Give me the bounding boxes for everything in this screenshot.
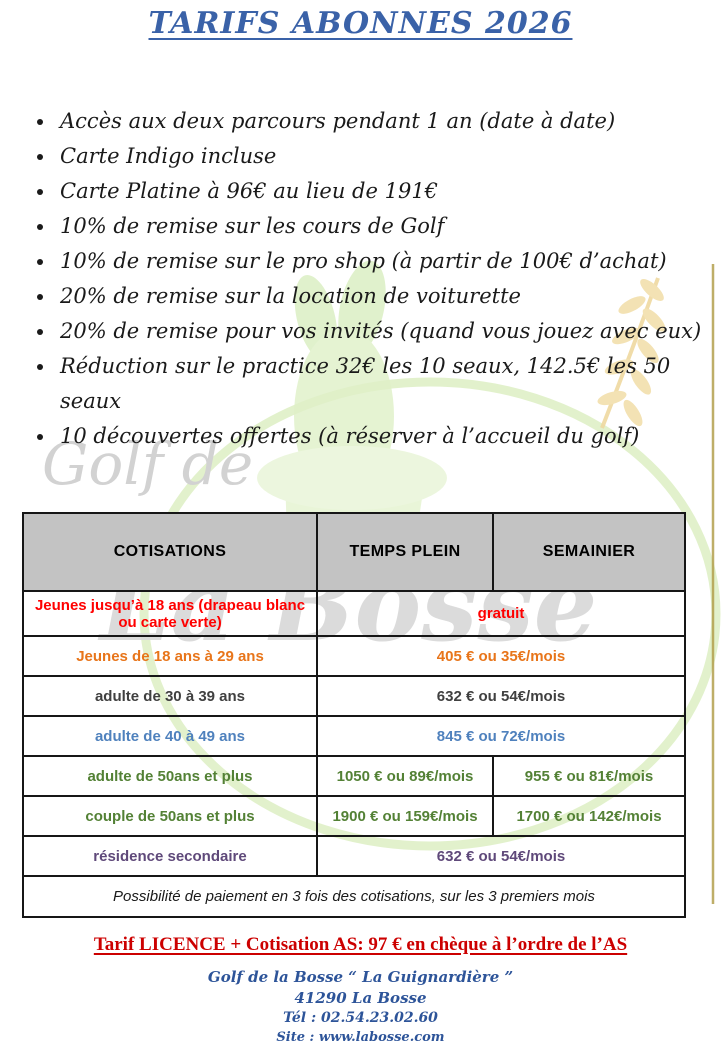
- row-label: couple de 50ans et plus: [22, 795, 318, 837]
- table-row: résidence secondaire 632 € ou 54€/mois: [22, 835, 686, 877]
- row-label: Jeunes de 18 ans à 29 ans: [22, 635, 318, 677]
- document-page: TARIFS ABONNES 2026 Accès aux deux parco…: [0, 6, 721, 1045]
- row-value: 405 € ou 35€/mois: [316, 635, 686, 677]
- page-title: TARIFS ABONNES 2026: [148, 6, 573, 41]
- contact-name: Golf de la Bosse “ La Guignardière ”: [207, 968, 514, 986]
- row-value: 632 € ou 54€/mois: [316, 675, 686, 717]
- row-label: Jeunes jusqu’à 18 ans (drapeau blanc ou …: [22, 590, 318, 637]
- row-value-temps-plein: 1050 € ou 89€/mois: [316, 755, 494, 797]
- table-row: adulte de 50ans et plus 1050 € ou 89€/mo…: [22, 755, 686, 797]
- license-line: Tarif LICENCE + Cotisation AS: 97 € en c…: [93, 934, 628, 955]
- pricing-table: COTISATIONS TEMPS PLEIN SEMAINIER Jeunes…: [22, 512, 686, 918]
- row-label: résidence secondaire: [22, 835, 318, 877]
- row-value-semainier: 1700 € ou 142€/mois: [492, 795, 686, 837]
- table-row: Jeunes jusqu’à 18 ans (drapeau blanc ou …: [22, 590, 686, 637]
- column-header-cotisations: COTISATIONS: [22, 512, 318, 592]
- table-row: couple de 50ans et plus 1900 € ou 159€/m…: [22, 795, 686, 837]
- table-header-row: COTISATIONS TEMPS PLEIN SEMAINIER: [22, 512, 686, 592]
- benefit-item: Carte Indigo incluse: [56, 139, 721, 174]
- payment-note: Possibilité de paiement en 3 fois des co…: [22, 875, 686, 918]
- table-note-row: Possibilité de paiement en 3 fois des co…: [22, 875, 686, 918]
- table-row: adulte de 40 à 49 ans 845 € ou 72€/mois: [22, 715, 686, 757]
- benefit-item: Réduction sur le practice 32€ les 10 sea…: [56, 349, 721, 419]
- row-value: gratuit: [316, 590, 686, 637]
- table-row: Jeunes de 18 ans à 29 ans 405 € ou 35€/m…: [22, 635, 686, 677]
- row-value-semainier: 955 € ou 81€/mois: [492, 755, 686, 797]
- benefit-item: 10% de remise sur les cours de Golf: [56, 209, 721, 244]
- benefit-item: Carte Platine à 96€ au lieu de 191€: [56, 174, 721, 209]
- benefit-item: 10 découvertes offertes (à réserver à l’…: [56, 419, 721, 454]
- row-value: 845 € ou 72€/mois: [316, 715, 686, 757]
- benefits-list: Accès aux deux parcours pendant 1 an (da…: [38, 104, 721, 454]
- row-label: adulte de 50ans et plus: [22, 755, 318, 797]
- benefit-item: Accès aux deux parcours pendant 1 an (da…: [56, 104, 721, 139]
- contact-address: 41290 La Bosse: [294, 989, 427, 1007]
- row-label: adulte de 40 à 49 ans: [22, 715, 318, 757]
- row-value: 632 € ou 54€/mois: [316, 835, 686, 877]
- column-header-temps-plein: TEMPS PLEIN: [316, 512, 494, 592]
- contact-website: Site : www.labosse.com: [276, 1030, 445, 1045]
- column-header-semainier: SEMAINIER: [492, 512, 686, 592]
- benefit-item: 20% de remise pour vos invités (quand vo…: [56, 314, 721, 349]
- row-value-temps-plein: 1900 € ou 159€/mois: [316, 795, 494, 837]
- table-row: adulte de 30 à 39 ans 632 € ou 54€/mois: [22, 675, 686, 717]
- benefit-item: 10% de remise sur le pro shop (à partir …: [56, 244, 721, 279]
- contact-block: Golf de la Bosse “ La Guignardière ” 412…: [0, 967, 721, 1047]
- contact-phone: Tél : 02.54.23.02.60: [283, 1010, 438, 1026]
- row-label: adulte de 30 à 39 ans: [22, 675, 318, 717]
- benefit-item: 20% de remise sur la location de voiture…: [56, 279, 721, 314]
